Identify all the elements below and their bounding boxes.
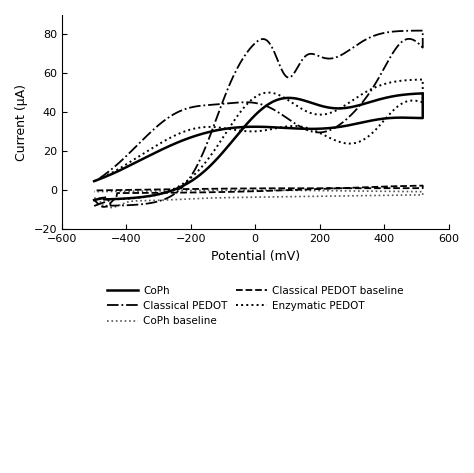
CoPh baseline — [248, 187, 254, 193]
CoPh — [249, 124, 255, 130]
Y-axis label: Current (μA): Current (μA) — [15, 84, 28, 161]
CoPh baseline — [366, 188, 372, 194]
CoPh baseline — [253, 187, 258, 193]
CoPh — [91, 197, 97, 203]
Classical PEDOT baseline — [420, 183, 426, 188]
CoPh baseline — [329, 188, 335, 193]
CoPh — [349, 122, 355, 128]
CoPh — [366, 118, 372, 124]
Classical PEDOT baseline — [181, 186, 187, 192]
Classical PEDOT baseline — [132, 190, 138, 196]
CoPh — [91, 178, 97, 184]
CoPh — [182, 137, 188, 142]
CoPh baseline — [91, 189, 97, 194]
Line: Classical PEDOT: Classical PEDOT — [94, 31, 423, 206]
Classical PEDOT baseline — [348, 185, 354, 191]
Enzymatic PEDOT — [91, 197, 97, 203]
CoPh baseline — [91, 195, 97, 201]
Classical PEDOT — [366, 90, 372, 96]
CoPh — [420, 90, 426, 96]
Classical PEDOT baseline — [101, 204, 107, 210]
CoPh baseline — [132, 198, 138, 204]
Classical PEDOT — [132, 202, 137, 208]
Enzymatic PEDOT — [91, 178, 97, 184]
Classical PEDOT — [91, 179, 97, 184]
Classical PEDOT — [249, 100, 255, 105]
Enzymatic PEDOT — [182, 129, 188, 134]
Classical PEDOT — [91, 203, 97, 209]
Enzymatic PEDOT — [132, 195, 137, 201]
Classical PEDOT baseline — [328, 185, 334, 191]
Classical PEDOT baseline — [91, 197, 97, 203]
Line: CoPh: CoPh — [94, 93, 423, 200]
CoPh — [132, 195, 137, 201]
Classical PEDOT baseline — [91, 188, 97, 193]
Classical PEDOT — [420, 28, 426, 34]
Enzymatic PEDOT — [349, 140, 355, 146]
CoPh baseline — [108, 205, 113, 210]
Classical PEDOT — [329, 126, 335, 132]
Line: Classical PEDOT baseline: Classical PEDOT baseline — [94, 185, 423, 207]
Enzymatic PEDOT — [249, 129, 255, 134]
Enzymatic PEDOT — [329, 136, 335, 142]
Line: Enzymatic PEDOT: Enzymatic PEDOT — [94, 79, 423, 200]
CoPh baseline — [181, 188, 187, 193]
Line: CoPh baseline: CoPh baseline — [94, 190, 423, 208]
Classical PEDOT baseline — [248, 185, 254, 191]
Classical PEDOT — [349, 111, 355, 117]
CoPh baseline — [349, 188, 355, 194]
Classical PEDOT — [182, 106, 188, 112]
X-axis label: Potential (mV): Potential (mV) — [210, 250, 300, 263]
Enzymatic PEDOT — [366, 133, 372, 139]
Legend: CoPh, Classical PEDOT, CoPh baseline, Classical PEDOT baseline, Enzymatic PEDOT: CoPh, Classical PEDOT, CoPh baseline, Cl… — [102, 282, 408, 331]
Classical PEDOT baseline — [365, 185, 371, 191]
CoPh — [329, 125, 335, 131]
Enzymatic PEDOT — [420, 77, 426, 82]
